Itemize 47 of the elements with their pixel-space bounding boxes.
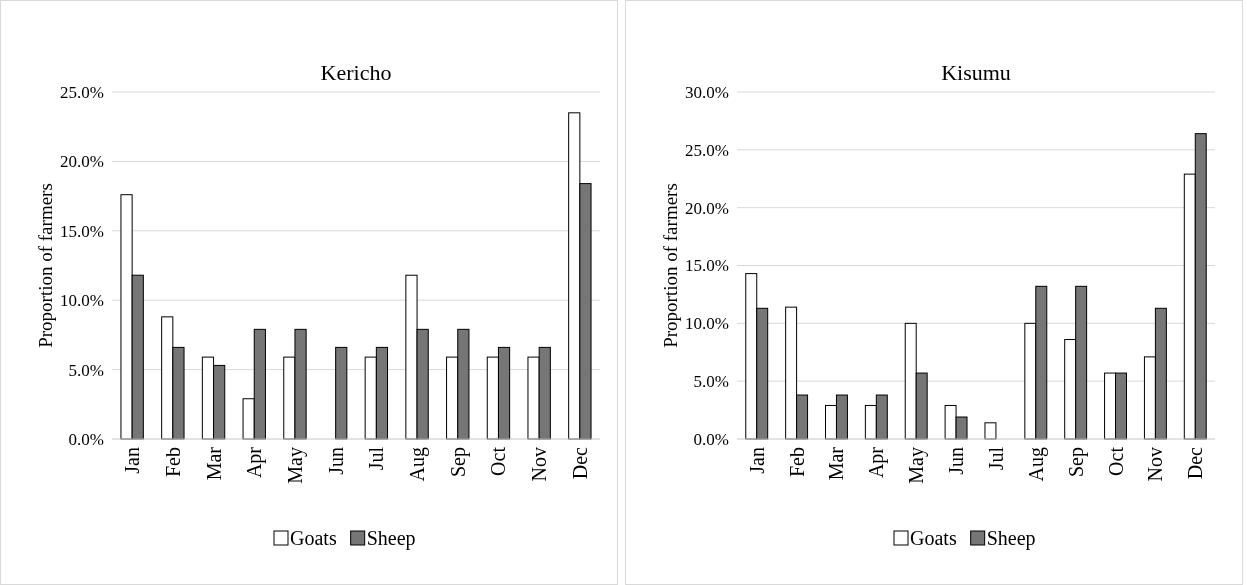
chart-title: Kisumu <box>941 60 1011 85</box>
x-tick-label: Jul <box>984 446 1007 471</box>
y-tick-label: 25.0% <box>60 82 104 102</box>
legend-label: Goats <box>910 527 957 549</box>
y-tick-label: 10.0% <box>60 291 104 311</box>
x-tick-label: Mar <box>202 446 225 481</box>
y-axis-title: Proportion of farmers <box>660 183 681 348</box>
x-tick-label: Dec <box>568 446 591 480</box>
y-axis-title: Proportion of farmers <box>35 183 56 348</box>
y-tick-label: 30.0% <box>685 82 729 102</box>
y-tick-label: 25.0% <box>685 140 729 160</box>
x-tick-label: Feb <box>785 447 808 477</box>
x-tick-label: Jun <box>945 447 968 475</box>
x-tick-label: Jul <box>365 446 388 471</box>
legend-label: Goats <box>290 527 337 549</box>
y-tick-label: 0.0% <box>68 429 104 449</box>
x-tick-label: Oct <box>1104 446 1127 476</box>
x-tick-label: Jan <box>745 447 768 474</box>
y-tick-label: 5.0% <box>693 372 729 392</box>
x-tick-label: Sep <box>1064 447 1088 477</box>
chart-title: Kericho <box>320 60 392 85</box>
x-tick-label: Aug <box>1024 447 1048 482</box>
x-tick-label: May <box>905 447 929 484</box>
y-tick-label: 15.0% <box>685 256 729 276</box>
y-tick-label: 5.0% <box>68 360 104 380</box>
legend-label: Sheep <box>366 527 416 550</box>
x-tick-label: Feb <box>161 447 184 477</box>
x-tick-label: May <box>283 447 307 484</box>
legend-label: Sheep <box>986 527 1036 550</box>
x-tick-label: Apr <box>865 446 889 479</box>
y-tick-label: 15.0% <box>60 221 104 241</box>
bar <box>984 422 997 440</box>
x-tick-label: Nov <box>528 447 551 482</box>
y-tick-label: 20.0% <box>60 152 104 172</box>
x-tick-label: Dec <box>1184 446 1207 480</box>
x-tick-label: Mar <box>825 446 848 481</box>
y-tick-label: 0.0% <box>693 429 729 449</box>
x-tick-label: Aug <box>406 447 430 482</box>
x-tick-label: Sep <box>446 447 470 477</box>
x-tick-label: Apr <box>243 446 267 479</box>
bar <box>335 346 348 440</box>
y-tick-label: 20.0% <box>685 198 729 218</box>
y-tick-label: 10.0% <box>685 314 729 334</box>
x-tick-label: Jan <box>121 447 144 474</box>
x-tick-label: Nov <box>1144 447 1167 482</box>
x-tick-label: Oct <box>487 446 510 476</box>
x-tick-label: Jun <box>324 447 347 475</box>
